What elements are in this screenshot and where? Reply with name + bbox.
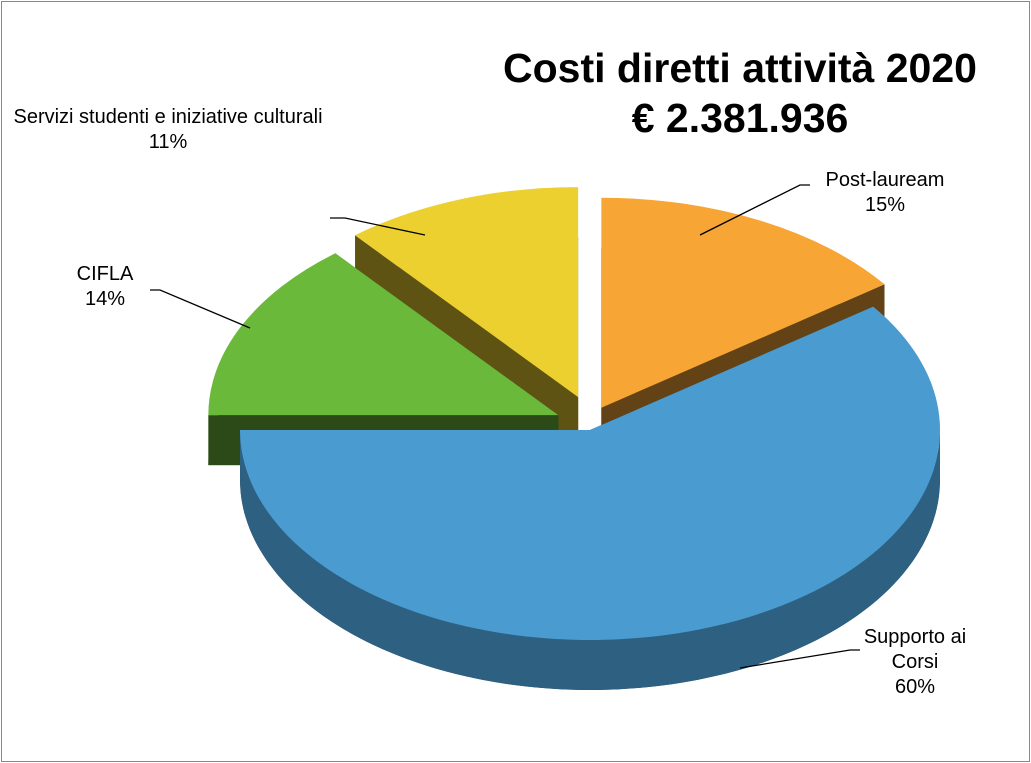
- slice: [240, 306, 941, 641]
- data-label: CIFLA 14%: [45, 262, 165, 312]
- value-label: 11%: [148, 131, 188, 153]
- chart-subtitle: € 2.381.936: [631, 95, 849, 141]
- value-label: 15%: [864, 194, 906, 216]
- value-label: 60%: [894, 676, 936, 698]
- slice: [208, 253, 559, 416]
- category-label: Post-lauream: [825, 169, 945, 191]
- slice: [601, 197, 885, 408]
- category-label: Servizi studenti e iniziative culturali: [13, 106, 323, 128]
- leader-line: [150, 289, 251, 329]
- data-label: Post-lauream 15%: [790, 168, 980, 218]
- leader-line: [739, 649, 860, 669]
- category-label: Supporto ai Corsi: [863, 626, 967, 673]
- data-label: Supporto ai Corsi 60%: [850, 625, 980, 700]
- data-label: Servizi studenti e iniziative culturali 1…: [0, 105, 338, 155]
- chart-title: Costi diretti attività 2020: [503, 45, 977, 91]
- category-label: CIFLA: [76, 263, 134, 285]
- leader-line: [330, 217, 426, 236]
- value-label: 14%: [84, 288, 126, 310]
- slice: [355, 187, 579, 398]
- slice-side: [240, 430, 940, 690]
- leader-line: [699, 184, 810, 236]
